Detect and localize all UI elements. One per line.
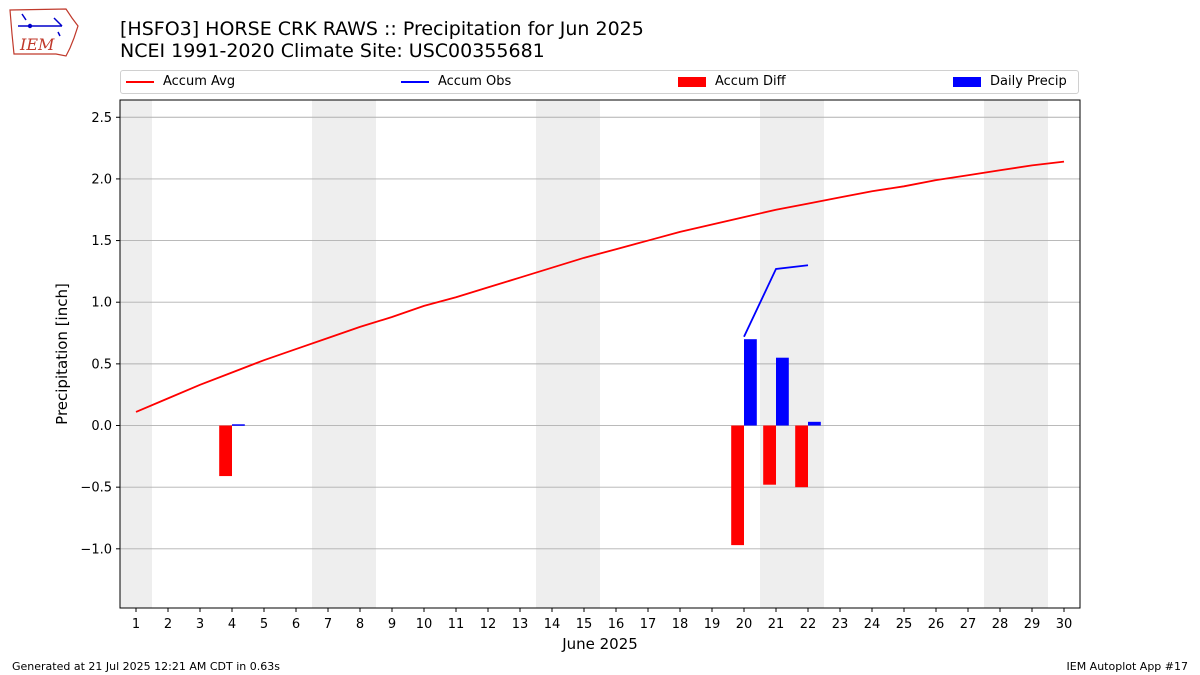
- weekend-shade: [1016, 100, 1048, 608]
- y-tick-label: −1.0: [80, 542, 112, 557]
- y-tick-label: 1.0: [91, 296, 112, 311]
- daily-precip-bar: [776, 357, 789, 426]
- weekend-shade: [984, 100, 1016, 608]
- x-tick-label: 24: [864, 617, 881, 632]
- x-tick-label: 14: [544, 617, 561, 632]
- weekend-shade: [568, 100, 600, 608]
- y-tick-label: 0.0: [91, 419, 112, 434]
- legend-item-accum-avg: Accum Avg: [126, 74, 235, 89]
- x-tick-label: 22: [800, 617, 817, 632]
- x-tick-label: 4: [228, 617, 236, 632]
- accum-avg-line: [135, 160, 1065, 413]
- weekend-shade: [312, 100, 344, 608]
- iowa-state-outline: [9, 8, 79, 57]
- x-tick-label: 6: [292, 617, 300, 632]
- x-tick-label: 9: [388, 617, 396, 632]
- accum-diff-bar: [731, 425, 744, 546]
- x-tick-label: 27: [960, 617, 977, 632]
- x-tick-label: 11: [448, 617, 465, 632]
- weekend-shade: [760, 100, 792, 608]
- legend-label-daily-precip: Daily Precip: [990, 74, 1067, 89]
- legend-swatch-accum-obs: [401, 80, 429, 83]
- x-tick-label: 30: [1056, 617, 1073, 632]
- weekend-shade: [120, 100, 152, 608]
- x-tick-label: 29: [1024, 617, 1041, 632]
- x-tick-label: 20: [736, 617, 753, 632]
- y-tick-label: 0.5: [91, 357, 112, 372]
- y-tick-label: 1.5: [91, 234, 112, 249]
- accum-diff-bar: [219, 425, 232, 477]
- generated-timestamp: Generated at 21 Jul 2025 12:21 AM CDT in…: [12, 660, 280, 673]
- x-tick-label: 7: [324, 617, 332, 632]
- x-tick-label: 1: [132, 617, 140, 632]
- weekend-shade: [792, 100, 824, 608]
- accum-diff-bar: [763, 425, 776, 485]
- x-tick-label: 26: [928, 617, 945, 632]
- x-tick-label: 5: [260, 617, 268, 632]
- x-tick-label: 8: [356, 617, 364, 632]
- y-axis-label: Precipitation [inch]: [53, 283, 71, 425]
- chart-legend: Accum Avg Accum Obs Accum Diff Daily Pre…: [120, 70, 1079, 94]
- accum-obs-line: [743, 264, 809, 338]
- x-tick-label: 25: [896, 617, 913, 632]
- x-tick-label: 18: [672, 617, 689, 632]
- legend-label-accum-avg: Accum Avg: [163, 74, 236, 89]
- x-tick-label: 21: [768, 617, 785, 632]
- daily-precip-bar: [232, 424, 245, 426]
- legend-label-accum-diff: Accum Diff: [715, 74, 786, 89]
- legend-swatch-daily-precip: [953, 76, 981, 87]
- daily-precip-bar: [808, 421, 821, 426]
- legend-item-accum-diff: Accum Diff: [678, 74, 786, 89]
- legend-label-accum-obs: Accum Obs: [438, 74, 512, 89]
- logo-text: IEM: [19, 35, 55, 54]
- x-tick-label: 23: [832, 617, 849, 632]
- daily-precip-bar: [744, 339, 757, 426]
- accum-diff-bar: [795, 425, 808, 488]
- iem-logo: IEM: [9, 8, 79, 57]
- weekend-shade: [344, 100, 376, 608]
- legend-swatch-accum-avg: [126, 80, 154, 83]
- x-tick-label: 28: [992, 617, 1009, 632]
- x-tick-label: 17: [640, 617, 657, 632]
- y-tick-label: 2.0: [91, 172, 112, 187]
- wind-vane-icon: [18, 13, 63, 37]
- chart-title: [HSFO3] HORSE CRK RAWS :: Precipitation …: [120, 18, 644, 40]
- x-tick-label: 10: [416, 617, 433, 632]
- chart-subtitle: NCEI 1991-2020 Climate Site: USC00355681: [120, 40, 545, 62]
- y-tick-label: −0.5: [80, 481, 112, 496]
- plot-frame: [119, 99, 1081, 609]
- x-axis-label: June 2025: [561, 635, 638, 653]
- x-tick-label: 12: [480, 617, 497, 632]
- x-tick-label: 2: [164, 617, 172, 632]
- legend-swatch-accum-diff: [678, 76, 706, 87]
- app-credit: IEM Autoplot App #17: [1066, 660, 1189, 673]
- x-tick-label: 16: [608, 617, 625, 632]
- x-tick-label: 3: [196, 617, 204, 632]
- legend-item-accum-obs: Accum Obs: [401, 74, 511, 89]
- x-tick-label: 15: [576, 617, 593, 632]
- x-tick-label: 13: [512, 617, 529, 632]
- y-tick-label: 2.5: [91, 111, 112, 126]
- x-tick-label: 19: [704, 617, 721, 632]
- weekend-shade: [536, 100, 568, 608]
- legend-item-daily-precip: Daily Precip: [953, 74, 1067, 89]
